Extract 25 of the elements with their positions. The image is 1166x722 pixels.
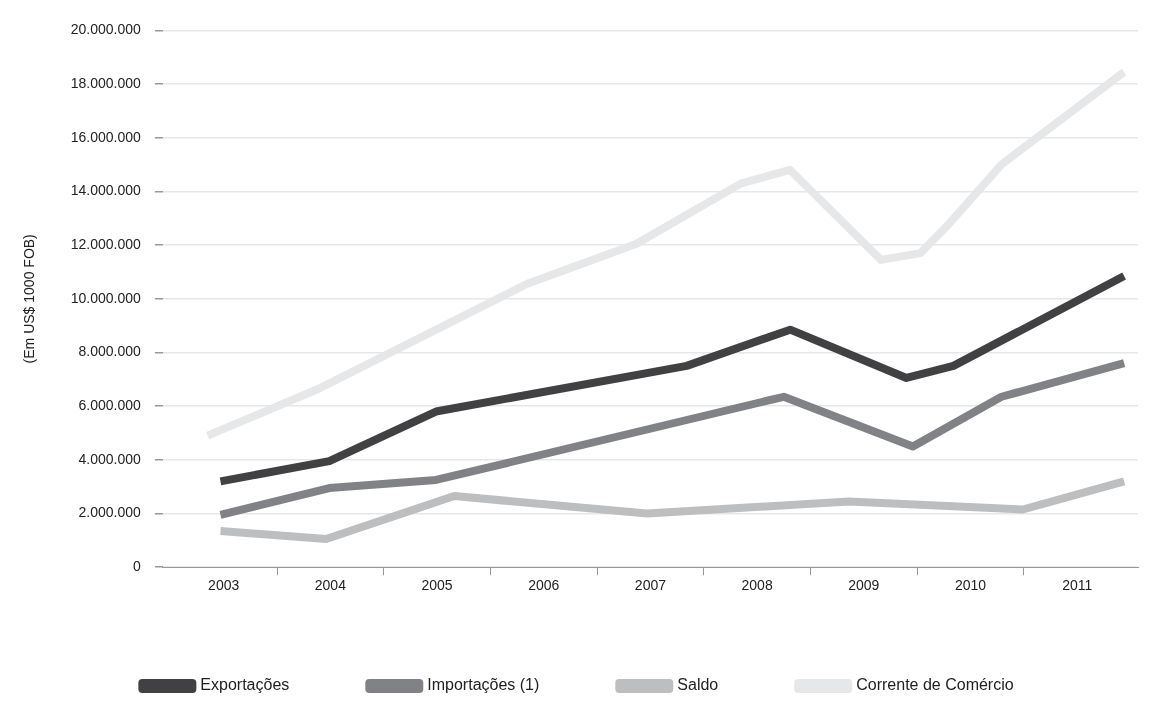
y-tick-label: 16.000.000 bbox=[70, 128, 142, 145]
legend-label: Corrente de Comércio bbox=[856, 676, 1014, 694]
legend-label: Importações (1) bbox=[427, 676, 540, 694]
legend-label: Saldo bbox=[677, 676, 719, 694]
legend-label: Exportações bbox=[200, 676, 290, 694]
y-tick-label: 20.000.000 bbox=[70, 21, 142, 38]
x-tick-label: 2004 bbox=[314, 577, 347, 594]
y-axis-title: (Em US$ 1000 FOB) bbox=[21, 234, 38, 364]
x-tick-label: 2010 bbox=[954, 577, 987, 594]
x-tick-label: 2011 bbox=[1062, 577, 1093, 594]
y-tick-label: 2.000.000 bbox=[78, 504, 142, 521]
x-tick-label: 2009 bbox=[848, 577, 880, 594]
y-tick-label: 10.000.000 bbox=[70, 289, 142, 306]
x-tick-label: 2007 bbox=[634, 577, 667, 594]
y-tick-label: 4.000.000 bbox=[78, 450, 142, 467]
y-tick-label: 14.000.000 bbox=[70, 182, 142, 199]
x-tick-label: 2005 bbox=[421, 577, 453, 594]
y-tick-label: 0 bbox=[133, 558, 142, 575]
x-tick-label: 2008 bbox=[741, 577, 773, 594]
x-tick-label: 2006 bbox=[528, 577, 560, 594]
y-tick-label: 12.000.000 bbox=[70, 235, 142, 252]
y-tick-label: 8.000.000 bbox=[78, 343, 142, 360]
y-tick-label: 6.000.000 bbox=[78, 397, 142, 414]
y-tick-label: 18.000.000 bbox=[70, 74, 142, 91]
x-tick-label: 2003 bbox=[208, 577, 240, 594]
